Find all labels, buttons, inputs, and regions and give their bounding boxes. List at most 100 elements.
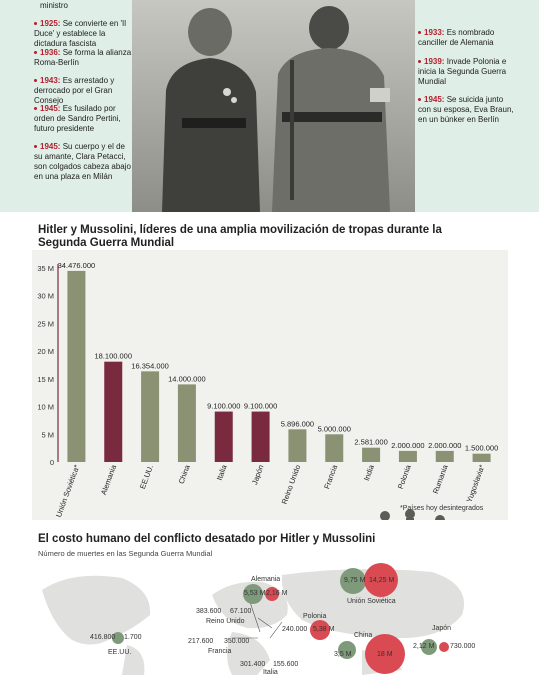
bar (398, 450, 417, 462)
timeline-text: Se convierte en 'Il Duce' y establece la… (34, 19, 127, 48)
x-tick-label: Rumania (431, 463, 450, 495)
bubble-china-civilian (365, 634, 405, 674)
bar (177, 384, 196, 462)
bar (472, 453, 491, 462)
timeline-year: 1945: (424, 95, 445, 104)
label-ru-military: 383.600 (196, 608, 222, 615)
bullet-icon (418, 98, 421, 102)
x-tick-label: China (177, 463, 192, 485)
data-label: 1.500.000 (465, 444, 498, 453)
bubble-japon-military (421, 639, 437, 655)
bubble-eeuu-military (112, 632, 124, 644)
label-urss: Unión Soviética (347, 598, 396, 605)
bullet-icon (418, 31, 421, 35)
timeline-year: 1945: (40, 142, 61, 151)
label-alemania-military: 5,53 M (244, 590, 266, 597)
y-tick-label: 5 M (41, 430, 54, 439)
data-label: 14.000.000 (168, 374, 206, 383)
bubble-urss-military (340, 568, 366, 594)
timeline-year: 1933: (424, 28, 445, 37)
timeline-year: 1936: (40, 48, 61, 57)
label-japon: Japón (432, 625, 452, 632)
bar (104, 361, 123, 462)
timeline-text: Su cuerpo y el de su amante, Clara Petac… (34, 142, 131, 181)
timeline-right-0: 1933: Es nombrado canciller de Alemania (418, 28, 514, 48)
bar (435, 450, 454, 462)
data-label: 16.354.000 (131, 361, 169, 370)
timeline-text: Se forma la alianza Roma-Berlín (34, 48, 132, 67)
bar (214, 411, 233, 462)
data-label: 18.100.000 (94, 352, 132, 361)
label-china: China (354, 632, 373, 639)
bubble-alemania-civilian (265, 587, 279, 601)
timeline-left-1: 1925: Se convierte en 'Il Duce' y establ… (34, 19, 132, 49)
data-label: 9.100.000 (207, 402, 240, 411)
timeline-right-2: 1945: Se suicida junto con su esposa, Ev… (418, 95, 514, 125)
data-label: 2.581.000 (354, 438, 387, 447)
y-tick-label: 30 M (37, 292, 54, 301)
x-tick-label: Francia (322, 463, 339, 490)
bar (288, 429, 307, 462)
timeline-text: ministro (40, 1, 69, 10)
timeline-year: 1925: (40, 19, 61, 28)
label-alemania-civilian: 2,16 M (266, 590, 288, 597)
label-china-civilian: 18 M (377, 651, 393, 658)
bar (362, 447, 381, 462)
label-eeuu-civilian: 1.700 (124, 634, 142, 641)
troops-bar-chart: 0 5 M 10 M 15 M 20 M 25 M 30 M 35 M 34.476.000 Un… (37, 261, 498, 520)
y-tick-label: 20 M (37, 347, 54, 356)
timeline-text: Se suicida junto con su esposa, Eva Brau… (418, 95, 514, 124)
section2-subtitle: Número de muertes en las Segunda Guerra … (38, 549, 213, 558)
timeline-left-4: 1945: Es fusilado por orden de Sandro Pe… (34, 104, 132, 134)
label-italia-civilian: 155.600 (273, 661, 299, 668)
y-tick-label: 15 M (37, 375, 54, 384)
label-ru: Reino Unido (206, 618, 245, 625)
timeline-left-3: 1943: Es arrestado y derrocado por el Gr… (34, 76, 132, 106)
section2-title: El costo humano del conflicto desatado p… (38, 533, 376, 545)
timeline-year: 1939: (424, 57, 445, 66)
data-label: 5.896.000 (281, 419, 314, 428)
timeline-left-0: ministro (40, 1, 132, 11)
bullet-icon (34, 145, 37, 149)
timeline-right-1: 1939: Invade Polonia e inicia la Segunda… (418, 57, 514, 87)
label-alemania: Alemania (251, 576, 281, 583)
label-urss-civilian: 14,25 M (369, 577, 395, 584)
bubble-urss-civilian (364, 563, 398, 597)
timeline-left-5: 1945: Su cuerpo y el de su amante, Clara… (34, 142, 132, 182)
bullet-icon (418, 60, 421, 64)
timeline-text: Es arrestado y derrocado por el Gran Con… (34, 76, 115, 105)
label-japon-military: 2,12 M (413, 643, 435, 650)
timeline-text: Es nombrado canciller de Alemania (418, 28, 495, 47)
label-eeuu: EE.UU. (108, 649, 132, 656)
data-label: 34.476.000 (58, 261, 96, 270)
x-tick-label: Yugoslavia* (465, 464, 487, 504)
y-tick-label: 35 M (37, 264, 54, 273)
x-tick-label: Italia (215, 463, 229, 482)
x-tick-label: Alemania (99, 463, 118, 496)
x-tick-label: EE.UU. (138, 464, 155, 491)
y-tick-label: 10 M (37, 403, 54, 412)
world-map: Alemania 5,53 M 2,16 M 9,75 M 14,25 M Un… (32, 560, 508, 676)
chart-title: Hitler y Mussolini, líderes de una ampli… (38, 224, 442, 249)
x-tick-label: Japón (250, 464, 265, 486)
x-tick-label: Polonia (396, 463, 413, 490)
label-italia-military: 301.400 (240, 661, 266, 668)
chart-footnote: *Países hoy desintegrados (400, 505, 484, 512)
bullet-icon (34, 79, 37, 83)
bubble-alemania-military (243, 584, 263, 604)
bubble-polonia-civilian (310, 620, 330, 640)
label-polonia-military: 240.000 (282, 626, 308, 633)
timeline-year: 1943: (40, 76, 61, 85)
data-label: 5.000.000 (318, 424, 351, 433)
bubble-china-military (338, 641, 356, 659)
leaders-photo (132, 0, 415, 212)
y-tick-label: 25 M (37, 319, 54, 328)
label-ru-civilian: 67.100 (230, 608, 252, 615)
x-tick-label: Reino Unido (280, 464, 303, 506)
data-label: 9.100.000 (244, 402, 277, 411)
label-polonia: Polonia (303, 613, 327, 620)
bullet-icon (34, 51, 37, 55)
bar (67, 270, 86, 462)
data-label: 2.000.000 (428, 441, 461, 450)
bullet-icon (34, 22, 37, 26)
